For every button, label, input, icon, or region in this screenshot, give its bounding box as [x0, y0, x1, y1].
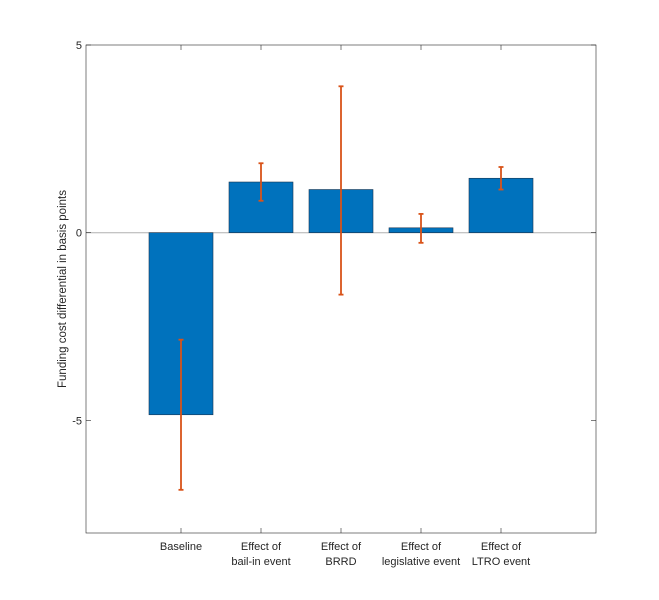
y-axis-label: Funding cost differential in basis point… [57, 190, 69, 388]
bar-4 [468, 177, 534, 233]
y-tick-label-2: 5 [76, 40, 82, 52]
x-tick-label-4: Effect of LTRO event [472, 541, 531, 568]
y-tick-label-1: 0 [76, 228, 82, 240]
x-tick-label-3: Effect of legislative event [382, 541, 460, 568]
y-tick-label-0: -5 [72, 415, 82, 427]
x-axis: Baseline Effect of bail-in event Effect of B… [160, 45, 530, 568]
x-tick-label-1: Effect of bail-in event [231, 541, 290, 568]
error-bars-group [178, 85, 504, 491]
x-tick-label-2: Effect of BRRD [321, 541, 362, 568]
x-tick-label-0: Baseline [160, 541, 202, 553]
y-axis: -5 0 5 [72, 40, 596, 427]
